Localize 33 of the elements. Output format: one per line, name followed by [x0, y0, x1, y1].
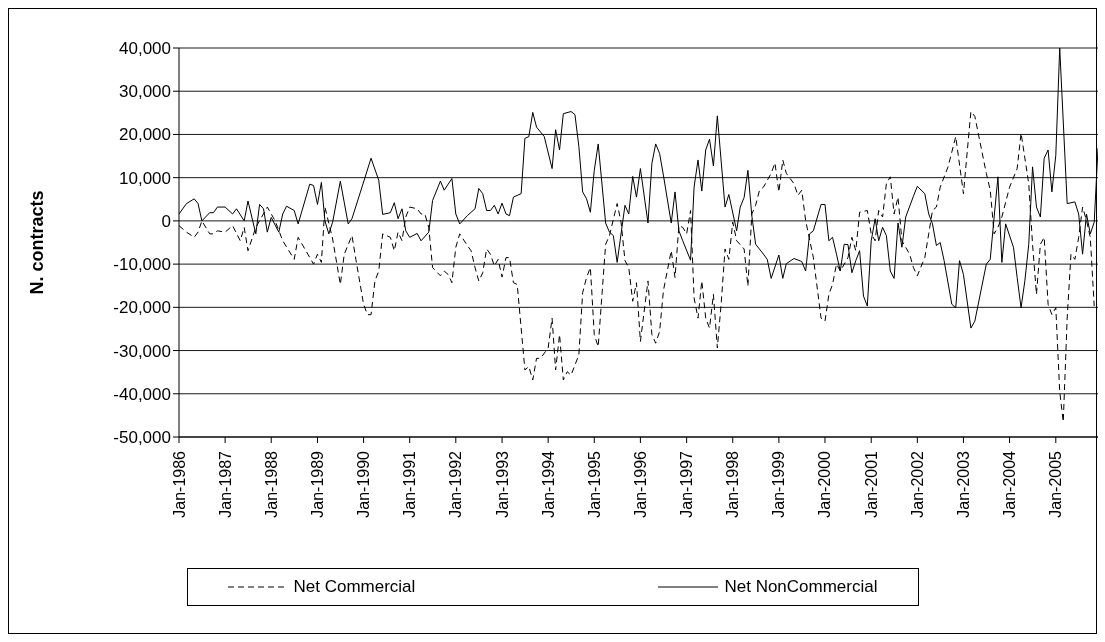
y-tick-label: 30,000 [119, 82, 171, 102]
legend-label: Net Commercial [293, 577, 416, 597]
x-tick-label: Jan-2004 [1001, 450, 1019, 518]
x-tick-label: Jan-1992 [447, 450, 465, 518]
x-tick-label: Jan-1996 [631, 450, 649, 518]
y-tick-label: 0 [161, 211, 171, 231]
y-tick-label: -40,000 [113, 384, 171, 404]
y-tick-label: -30,000 [113, 341, 171, 361]
x-tick-label: Jan-2005 [1047, 450, 1065, 518]
x-tick-label: Jan-1999 [770, 450, 788, 518]
y-axis-title: N. contracts [27, 190, 48, 295]
y-tick-label: 40,000 [119, 39, 171, 59]
y-tick-label: -20,000 [113, 298, 171, 318]
x-tick-label: Jan-2002 [908, 450, 926, 518]
x-tick-label: Jan-2003 [954, 450, 972, 518]
x-tick-label: Jan-1989 [308, 450, 326, 518]
y-tick-label: 10,000 [119, 168, 171, 188]
x-tick-label: Jan-1988 [262, 450, 280, 518]
x-tick-label: Jan-1997 [678, 450, 696, 518]
x-tick-label: Jan-2001 [862, 450, 880, 518]
x-tick-label: Jan-1990 [355, 450, 373, 518]
x-tick-label: Jan-1991 [401, 450, 419, 518]
x-tick-label: Jan-1986 [170, 450, 188, 518]
x-tick-label: Jan-1987 [216, 450, 234, 518]
x-tick-label: Jan-1993 [493, 450, 511, 518]
x-tick-label: Jan-1995 [585, 450, 603, 518]
legend-label: Net NonCommercial [724, 577, 878, 597]
x-tick-label: Jan-1994 [539, 450, 557, 518]
y-tick-label: -10,000 [113, 255, 171, 275]
y-tick-label: -50,000 [113, 428, 171, 448]
x-tick-label: Jan-1998 [724, 450, 742, 518]
x-tick-label: Jan-2000 [816, 450, 834, 518]
y-tick-label: 20,000 [119, 125, 171, 145]
